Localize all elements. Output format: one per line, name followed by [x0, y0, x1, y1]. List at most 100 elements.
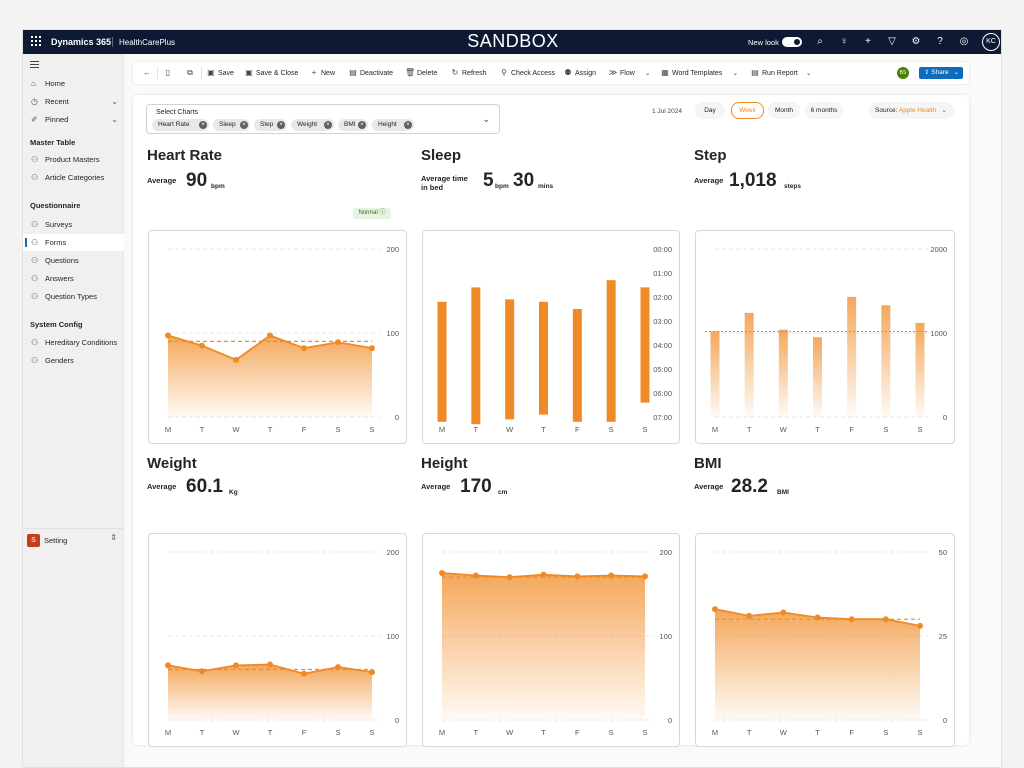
y-tick-label: 05:00: [653, 365, 672, 374]
sidebar-item-recent[interactable]: ◷ Recent ⌄: [23, 93, 124, 110]
sleep-bar: [640, 287, 650, 403]
sidebar-item-questions[interactable]: ⚇ Questions: [23, 252, 124, 269]
chart-chip-sleep[interactable]: Sleep ×: [213, 119, 250, 131]
height-chart-svg: 0 100 200 M T W T F S S: [439, 548, 672, 737]
y-tick-label: 100: [386, 329, 399, 338]
remove-chip-icon[interactable]: ×: [240, 121, 248, 129]
data-point: [165, 332, 171, 339]
step-bar: [744, 312, 754, 417]
sleep-mins-value: 30: [513, 170, 535, 191]
y-tick-label: 1000: [930, 329, 947, 338]
chart-chip-heart-rate[interactable]: Heart Rate ×: [152, 119, 209, 131]
chevron-down-icon[interactable]: ⌄: [482, 114, 490, 124]
x-tick-label: T: [268, 425, 273, 434]
plus-icon[interactable]: +: [865, 36, 871, 47]
chevron-down-icon[interactable]: ⌄: [111, 97, 118, 106]
select-charts-dropdown[interactable]: Select Charts Heart Rate × Sleep × Step × W…: [146, 104, 500, 134]
sidebar-item-pinned[interactable]: ✐ Pinned ⌄: [23, 111, 124, 128]
chart-chip-step[interactable]: Step ×: [254, 119, 287, 131]
bmi-avg-value: 28.2: [731, 476, 768, 497]
new-look-toggle[interactable]: [782, 37, 802, 47]
brand-name[interactable]: Dynamics 365: [51, 37, 112, 47]
step-bar: [778, 329, 788, 417]
lightbulb-icon[interactable]: ♀: [840, 36, 848, 47]
chart-chip-weight[interactable]: Weight ×: [291, 119, 334, 131]
check-access-button[interactable]: ⚲ Check Access: [499, 62, 555, 84]
assign-button[interactable]: ⚉ Assign: [563, 62, 596, 84]
y-tick-label: 06:00: [653, 389, 672, 398]
sidebar-item-forms[interactable]: ⚇ Forms: [23, 234, 124, 251]
remove-chip-icon[interactable]: ×: [404, 121, 412, 129]
x-tick-label: S: [917, 728, 922, 737]
range-day[interactable]: Day: [695, 102, 725, 119]
data-point: [814, 614, 821, 621]
x-tick-label: S: [609, 728, 614, 737]
pin-icon: ✐: [31, 115, 38, 124]
source-dropdown[interactable]: Source: Apple Health ⌄: [869, 102, 954, 119]
x-tick-label: T: [541, 425, 546, 434]
step-avg-unit: steps: [784, 183, 801, 190]
data-point: [642, 573, 648, 580]
data-point: [882, 616, 889, 623]
select-charts-label: Select Charts: [156, 109, 199, 116]
data-point: [369, 345, 375, 352]
x-tick-label: T: [200, 728, 205, 737]
sidebar-item-answers[interactable]: ⚇ Answers: [23, 270, 124, 287]
app-name[interactable]: HealthCarePlus: [119, 38, 176, 47]
x-tick-label: S: [883, 425, 888, 434]
chevron-down-icon[interactable]: ⌄: [111, 115, 118, 124]
run-report-button[interactable]: ▤ Run Report ⌄: [750, 62, 811, 84]
top-bar: Dynamics 365 HealthCarePlus SANDBOX New …: [23, 30, 1001, 54]
step-avg-value: 1,018: [729, 170, 777, 191]
range-month[interactable]: Month: [768, 102, 800, 119]
user-avatar[interactable]: KC: [982, 33, 1000, 51]
area-switcher[interactable]: S Setting ⇕: [23, 528, 124, 550]
chart-chip-height[interactable]: Height ×: [372, 119, 414, 131]
back-button[interactable]: ←: [142, 62, 154, 84]
menu-icon[interactable]: [30, 61, 39, 70]
heart-rate-avg-value: 90: [186, 170, 208, 191]
sidebar-item-surveys[interactable]: ⚇ Surveys: [23, 216, 124, 233]
user-badge[interactable]: BS: [897, 67, 909, 79]
save-close-button[interactable]: ▣ Save & Close: [244, 62, 298, 84]
delete-button[interactable]: 🗑︎ Delete: [405, 62, 437, 84]
height-chart: 0 100 200 M T W T F S S: [422, 533, 680, 747]
x-tick-label: M: [439, 425, 445, 434]
person-icon: ⚉: [564, 68, 572, 77]
remove-chip-icon[interactable]: ×: [277, 121, 285, 129]
gear-icon[interactable]: ⚙: [911, 36, 921, 47]
sidebar-item-home[interactable]: ⌂ Home: [23, 75, 124, 92]
command-bar: ← ▯ ⧉ ▣ Save ▣ Save & Close + New ▤ Deactiva…: [133, 62, 969, 84]
save-button[interactable]: ▣ Save: [206, 62, 234, 84]
filter-icon[interactable]: ▽: [888, 36, 896, 47]
range-week[interactable]: Week: [731, 102, 764, 119]
refresh-button[interactable]: ↻ Refresh: [450, 62, 487, 84]
open-new-window-button[interactable]: ⧉: [185, 62, 197, 84]
chart-chip-bmi[interactable]: BMI ×: [338, 119, 368, 131]
search-icon[interactable]: ⌕: [817, 36, 823, 47]
new-button[interactable]: + New: [309, 62, 335, 84]
sleep-chart-svg: 00:00 01:00 02:00 03:00 04:00 05:00 06:00 07:00…: [437, 245, 672, 434]
sidebar-item-article-categories[interactable]: ⚇ Article Categories: [23, 169, 124, 186]
copilot-icon[interactable]: ◎: [959, 36, 969, 47]
sidebar-item-genders[interactable]: ⚇ Genders: [23, 352, 124, 369]
remove-chip-icon[interactable]: ×: [358, 121, 366, 129]
record-button[interactable]: ▯: [163, 62, 175, 84]
sidebar-item-question-types[interactable]: ⚇ Question Types: [23, 288, 124, 305]
x-tick-label: T: [747, 728, 752, 737]
data-point: [712, 606, 718, 613]
step-bar: [915, 322, 925, 417]
flow-button[interactable]: ≫ Flow ⌄: [608, 62, 651, 84]
help-icon[interactable]: ?: [937, 36, 943, 47]
app-launcher-icon[interactable]: [31, 36, 41, 46]
range-6-months[interactable]: 6 months: [805, 102, 843, 119]
remove-chip-icon[interactable]: ×: [199, 121, 207, 129]
share-button[interactable]: ⇪ Share ⌄: [919, 67, 963, 79]
deactivate-button[interactable]: ▤ Deactivate: [348, 62, 393, 84]
sidebar-item-product-masters[interactable]: ⚇ Product Masters: [23, 151, 124, 168]
remove-chip-icon[interactable]: ×: [324, 121, 332, 129]
sidebar-item-hereditary-conditions[interactable]: ⚇ Hereditary Conditions: [23, 334, 124, 351]
word-templates-button[interactable]: ▦ Word Templates ⌄: [660, 62, 738, 84]
main-panel: Select Charts Heart Rate × Sleep × Step × W…: [133, 95, 969, 747]
x-tick-label: T: [541, 728, 546, 737]
